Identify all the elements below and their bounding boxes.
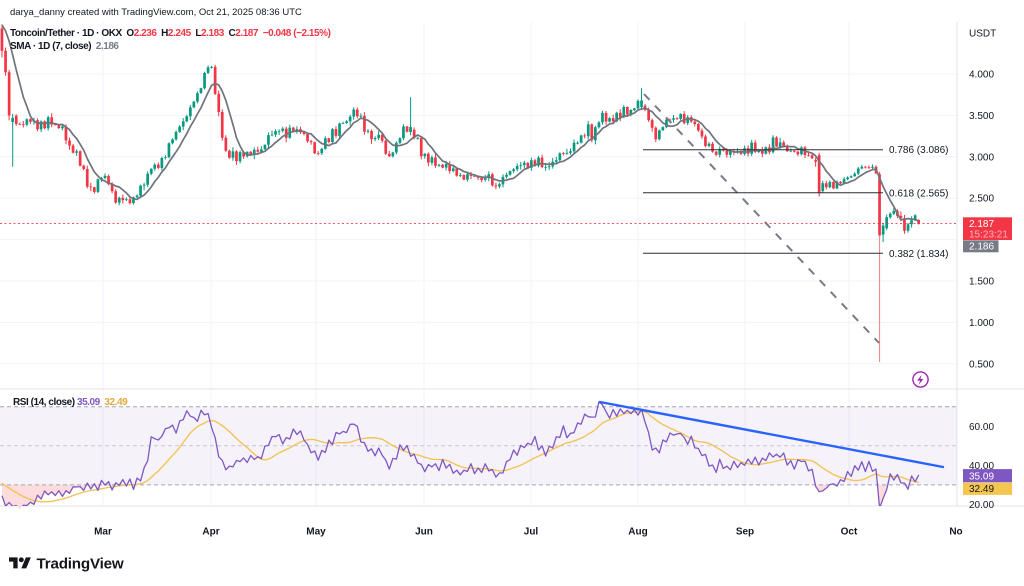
svg-text:May: May	[306, 527, 326, 538]
svg-text:Oct: Oct	[841, 527, 858, 538]
svg-text:Apr: Apr	[202, 527, 219, 538]
svg-text:0.618 (2.565): 0.618 (2.565)	[889, 188, 949, 199]
svg-text:32.49: 32.49	[969, 484, 994, 495]
svg-text:Jun: Jun	[415, 527, 433, 538]
svg-text:Jul: Jul	[524, 527, 539, 538]
svg-text:2.187: 2.187	[969, 219, 994, 230]
svg-text:RSI (14, close) 35.09 32.49: RSI (14, close) 35.09 32.49	[13, 397, 128, 408]
svg-text:USDT: USDT	[969, 29, 996, 40]
svg-text:0.786 (3.086): 0.786 (3.086)	[889, 145, 949, 156]
svg-text:20.00: 20.00	[969, 500, 994, 511]
svg-text:2.186: 2.186	[969, 242, 994, 253]
svg-text:darya_danny created with Tradi: darya_danny created with TradingView.com…	[10, 7, 302, 18]
svg-text:1.500: 1.500	[969, 277, 994, 288]
svg-text:Mar: Mar	[94, 527, 112, 538]
svg-text:0.500: 0.500	[969, 359, 994, 370]
svg-text:Toncoin/Tether · 1D · OKX O2.: Toncoin/Tether · 1D · OKX O2.236 H2.245 …	[10, 28, 331, 39]
svg-text:2.500: 2.500	[969, 194, 994, 205]
svg-text:3.500: 3.500	[969, 111, 994, 122]
svg-text:1.000: 1.000	[969, 318, 994, 329]
svg-text:Aug: Aug	[628, 527, 647, 538]
svg-text:No: No	[949, 527, 962, 538]
svg-text:40.00: 40.00	[969, 461, 994, 472]
svg-text:60.00: 60.00	[969, 422, 994, 433]
svg-text:3.000: 3.000	[969, 152, 994, 163]
svg-text:Sep: Sep	[736, 527, 754, 538]
svg-text:TradingView: TradingView	[37, 556, 124, 573]
svg-text:SMA · 1D (7, close) 2.186: SMA · 1D (7, close) 2.186	[10, 41, 119, 52]
svg-text:35.09: 35.09	[969, 472, 994, 483]
svg-text:4.000: 4.000	[969, 70, 994, 81]
svg-text:0.382 (1.834): 0.382 (1.834)	[889, 249, 949, 260]
svg-text:15:23:21: 15:23:21	[969, 230, 1008, 241]
